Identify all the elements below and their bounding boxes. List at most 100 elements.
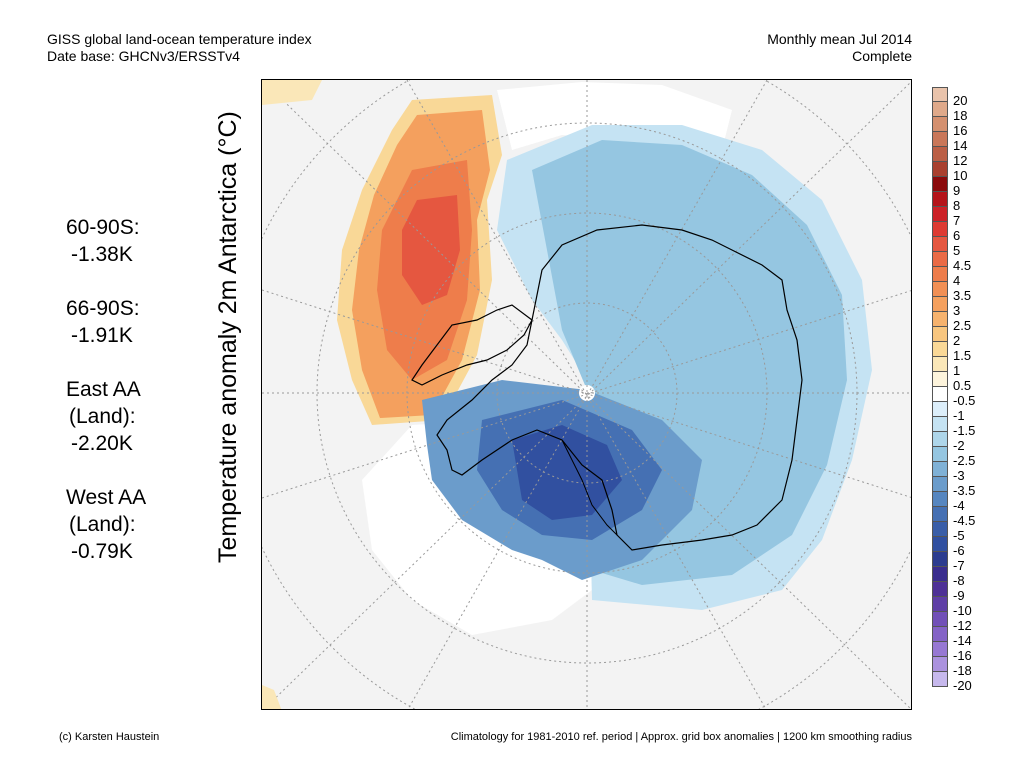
colorbar-tick-label: 4.5	[953, 258, 972, 273]
warm-patch-corner-bottom	[262, 685, 282, 709]
chart-header-right: Monthly mean Jul 2014 Complete	[767, 31, 912, 65]
colorbar-swatch	[932, 207, 948, 222]
colorbar-swatch	[932, 582, 948, 597]
colorbar-swatch	[932, 132, 948, 147]
colorbar-swatch	[932, 432, 948, 447]
colorbar-swatch	[932, 252, 948, 267]
stat-label: East AA	[66, 378, 141, 401]
colorbar-swatch	[932, 357, 948, 372]
colorbar-tick-label: 1	[953, 363, 961, 378]
stat-label: West AA	[66, 486, 147, 509]
colorbar-swatch	[932, 162, 948, 177]
colorbar-tick-label: 18	[953, 108, 968, 123]
stat-label: 66-90S:	[66, 297, 140, 320]
stat-label-sub: (Land):	[69, 405, 136, 428]
chart-header-left: GISS global land-ocean temperature index…	[47, 31, 312, 65]
colorbar-swatch	[932, 642, 948, 657]
colorbar-swatch	[932, 492, 948, 507]
colorbar-swatch	[932, 102, 948, 117]
colorbar-tick-label: 10	[953, 168, 968, 183]
colorbar-tick-label: -1	[953, 408, 965, 423]
colorbar-swatch	[932, 87, 948, 102]
colorbar-tick-label: 16	[953, 123, 968, 138]
warm-patch-corner	[262, 80, 322, 105]
completeness-label: Complete	[852, 48, 912, 64]
colorbar-tick-label: -8	[953, 573, 965, 588]
colorbar-swatch	[932, 342, 948, 357]
map-title: GISS global land-ocean temperature index	[47, 31, 312, 47]
colorbar-tick-label: 3.5	[953, 288, 972, 303]
colorbar-swatch	[932, 387, 948, 402]
colorbar-tick-label: 12	[953, 153, 968, 168]
colorbar-swatch	[932, 417, 948, 432]
colorbar-tick-label: 4	[953, 273, 961, 288]
colorbar-tick-label: -4.5	[953, 513, 976, 528]
stat-block-east-aa: East AA (Land): -2.20K	[66, 376, 141, 457]
colorbar-swatch	[932, 192, 948, 207]
data-source-label: Date base: GHCNv3/ERSSTv4	[47, 48, 240, 64]
colorbar-swatch	[932, 117, 948, 132]
colorbar-tick-label: -7	[953, 558, 965, 573]
anomaly-map-svg	[262, 80, 911, 709]
colorbar-tick-label: -0.5	[953, 393, 976, 408]
colorbar-tick-label: -3	[953, 468, 965, 483]
colorbar-tick-label: -5	[953, 528, 965, 543]
colorbar-tick-label: 2	[953, 333, 961, 348]
colorbar-swatch	[932, 477, 948, 492]
colorbar-tick-label: 7	[953, 213, 961, 228]
colorbar-swatch	[932, 327, 948, 342]
colorbar-swatch	[932, 522, 948, 537]
axis-label-vertical: Temperature anomaly 2m Antarctica (°C)	[214, 111, 242, 563]
colorbar-tick-label: 8	[953, 198, 961, 213]
colorbar-swatch	[932, 567, 948, 582]
colorbar-swatch	[932, 447, 948, 462]
colorbar-tick-label: 14	[953, 138, 968, 153]
colorbar-swatch	[932, 402, 948, 417]
stat-value: -1.91K	[71, 324, 133, 347]
colorbar-tick-label: -14	[953, 633, 972, 648]
colorbar-swatch	[932, 222, 948, 237]
copyright-note: (c) Karsten Haustein	[59, 731, 160, 743]
colorbar-tick-label: 3	[953, 303, 961, 318]
colorbar-swatch	[932, 672, 948, 687]
colorbar-swatch	[932, 462, 948, 477]
stat-block-60-90s: 60-90S: -1.38K	[66, 214, 140, 268]
colorbar-tick-label: 20	[953, 93, 968, 108]
colorbar-tick-label: -4	[953, 498, 965, 513]
colorbar-tick-label: 6	[953, 228, 961, 243]
colorbar-swatch	[932, 177, 948, 192]
colorbar-tick-label: -6	[953, 543, 965, 558]
colorbar-swatch	[932, 147, 948, 162]
colorbar-tick-label: -2.5	[953, 453, 976, 468]
colorbar-swatch	[932, 372, 948, 387]
period-label: Monthly mean Jul 2014	[767, 31, 912, 47]
colorbar-swatch	[932, 657, 948, 672]
peninsula-coastline	[411, 304, 533, 386]
colorbar-swatch	[932, 597, 948, 612]
colorbar-swatch	[932, 267, 948, 282]
colorbar-swatch	[932, 627, 948, 642]
colorbar-tick-label: 9	[953, 183, 961, 198]
cold-anomaly-core	[512, 425, 622, 520]
colorbar-tick-label: -1.5	[953, 423, 976, 438]
colorbar-tick-label: 0.5	[953, 378, 972, 393]
warm-anomaly-core	[402, 195, 460, 305]
stat-label: 60-90S:	[66, 216, 140, 239]
colorbar-tick-label: 5	[953, 243, 961, 258]
antarctica-coastline	[436, 224, 803, 551]
colorbar-tick-label: -12	[953, 618, 972, 633]
footnote: Climatology for 1981-2010 ref. period | …	[450, 731, 912, 743]
colorbar-tick-label: -20	[953, 678, 972, 693]
colorbar-swatch	[932, 507, 948, 522]
colorbar-tick-label: 2.5	[953, 318, 972, 333]
colorbar-tick-label: 1.5	[953, 348, 972, 363]
stat-label-sub: (Land):	[69, 513, 136, 536]
stat-block-west-aa: West AA (Land): -0.79K	[66, 484, 146, 565]
graticule	[262, 80, 911, 709]
colorbar-tick-label: -10	[953, 603, 972, 618]
colorbar-swatch	[932, 537, 948, 552]
stat-value: -1.38K	[71, 243, 133, 266]
colorbar-tick-label: -16	[953, 648, 972, 663]
stat-value: -0.79K	[71, 540, 133, 563]
colorbar-swatch	[932, 552, 948, 567]
